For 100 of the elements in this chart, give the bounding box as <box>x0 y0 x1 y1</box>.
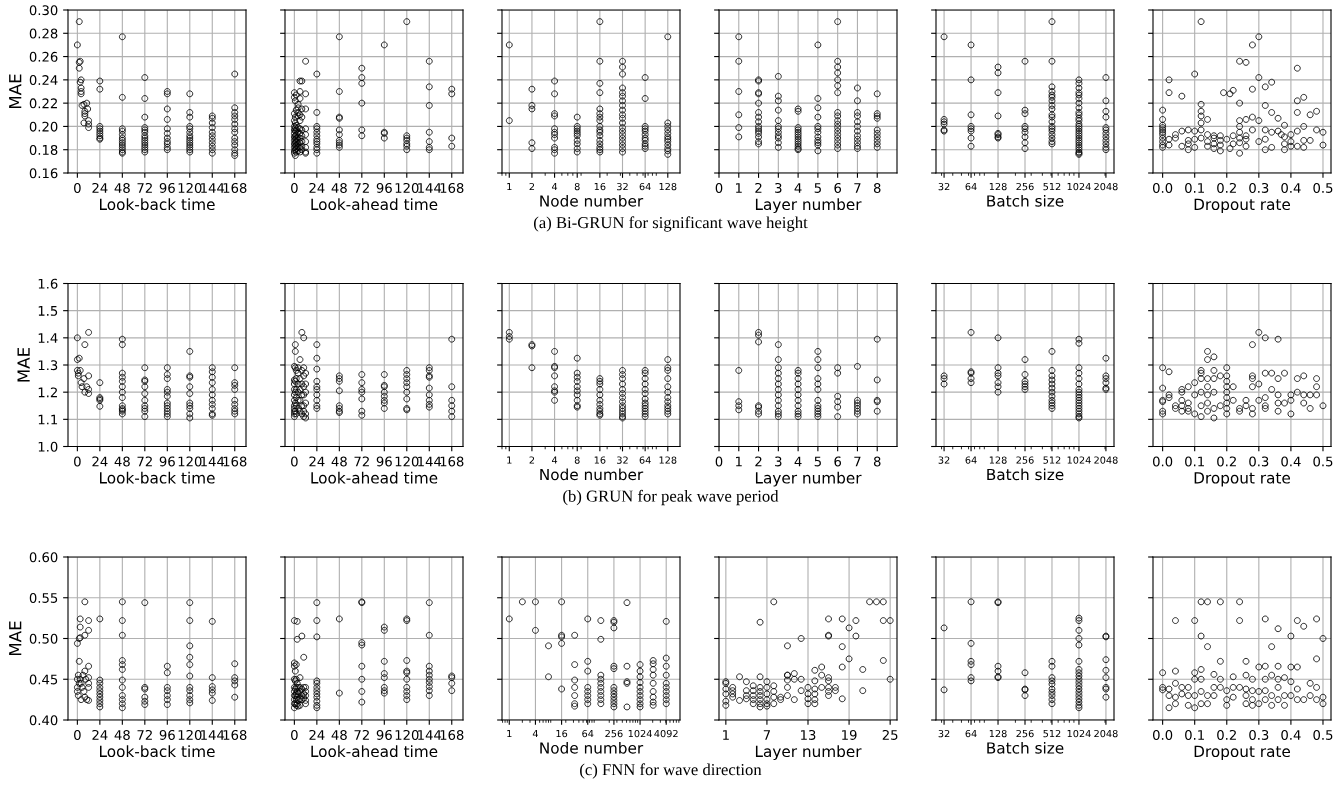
x-tick-label: 120 <box>395 182 419 193</box>
x-axis-title: Look-ahead time <box>311 471 438 484</box>
x-tick-label: 0.4 <box>1281 182 1301 193</box>
x-tick-label: 3 <box>775 182 782 193</box>
y-tick-label: 1.4 <box>38 333 58 343</box>
x-tick-label: 128 <box>989 729 1007 738</box>
x-tick-label: 96 <box>376 456 392 467</box>
x-axis-title: Look-back time <box>100 471 215 484</box>
x-tick-label: 120 <box>395 456 419 467</box>
x-tick-label: 25 <box>882 729 898 740</box>
x-tick-label: 0 <box>715 182 723 193</box>
x-tick-label: 19 <box>842 729 857 740</box>
x-tick-label: 96 <box>159 729 175 740</box>
x-tick-label: 2 <box>529 182 535 191</box>
x-tick-label: 8 <box>873 182 881 193</box>
x-tick-label: 1 <box>736 183 742 193</box>
x-tick-label: 144 <box>418 456 442 467</box>
x-tick-label: 168 <box>223 456 247 467</box>
x-tick-label: 1024 <box>1067 729 1091 738</box>
x-tick-label: 48 <box>114 729 130 740</box>
y-tick-label: 0.55 <box>29 592 58 603</box>
x-tick-label: 0 <box>74 729 81 740</box>
x-tick-label: 128 <box>659 456 677 464</box>
x-tick-label: 2048 <box>1094 182 1118 191</box>
x-tick-label: 48 <box>331 456 347 467</box>
x-tick-label: 256 <box>1016 456 1034 464</box>
x-tick-label: 144 <box>418 183 442 193</box>
x-tick-label: 120 <box>395 729 419 740</box>
x-tick-label: 4 <box>794 183 802 193</box>
x-axis-title: Layer number <box>755 745 862 761</box>
y-tick-label: 0.24 <box>29 75 58 86</box>
x-tick-label: 0.1 <box>1185 182 1204 193</box>
x-tick-label: 7 <box>854 456 861 467</box>
x-tick-label: 2048 <box>1094 456 1118 464</box>
x-tick-label: 144 <box>201 183 225 193</box>
x-tick-label: 0.2 <box>1217 456 1236 467</box>
x-tick-label: 8 <box>574 456 580 464</box>
x-axis-title: Dropout rate <box>1194 472 1291 487</box>
y-axis-title: MAE <box>17 347 30 382</box>
x-tick-label: 0 <box>291 729 298 740</box>
x-tick-label: 4 <box>794 456 802 467</box>
x-tick-label: 32 <box>938 182 950 191</box>
x-tick-label: 2 <box>529 456 535 464</box>
x-tick-label: 0.5 <box>1313 182 1333 193</box>
y-axis-title: MAE <box>9 74 22 109</box>
y-tick-label: 1.3 <box>38 360 58 371</box>
x-tick-label: 24 <box>92 729 108 740</box>
y-tick-label: 1.1 <box>38 414 58 425</box>
x-tick-label: 5 <box>814 183 821 193</box>
x-tick-label: 24 <box>309 729 325 740</box>
x-tick-label: 0.0 <box>1153 182 1173 193</box>
y-tick-label: 0.50 <box>29 633 58 644</box>
x-tick-label: 128 <box>659 182 677 191</box>
x-tick-label: 1 <box>723 730 729 740</box>
x-tick-label: 1024 <box>1067 182 1091 191</box>
x-tick-label: 16 <box>594 456 606 464</box>
x-tick-label: 4 <box>551 456 558 464</box>
x-axis-title: Node number <box>540 741 644 754</box>
x-tick-label: 1024 <box>1067 456 1091 464</box>
x-tick-label: 256 <box>1016 729 1034 738</box>
x-tick-label: 1 <box>507 183 512 191</box>
x-tick-label: 64 <box>965 456 977 464</box>
x-tick-label: 0 <box>715 456 723 467</box>
x-tick-label: 5 <box>814 456 821 467</box>
y-tick-label: 1.5 <box>38 306 58 316</box>
x-tick-label: 144 <box>201 730 225 740</box>
x-tick-label: 64 <box>582 729 594 738</box>
x-tick-label: 32 <box>938 456 950 464</box>
x-tick-label: 0 <box>291 182 298 193</box>
x-tick-label: 8 <box>873 456 881 467</box>
text: (c) FNN for wave direction <box>580 763 762 779</box>
x-tick-label: 32 <box>617 456 628 464</box>
x-tick-label: 96 <box>159 456 175 467</box>
x-tick-label: 0.4 <box>1281 456 1301 467</box>
x-tick-label: 168 <box>440 456 464 467</box>
x-tick-label: 120 <box>178 729 202 740</box>
x-tick-label: 0.0 <box>1153 729 1173 740</box>
x-tick-label: 96 <box>376 729 392 740</box>
x-tick-label: 0.3 <box>1249 182 1269 193</box>
x-tick-label: 64 <box>965 729 977 738</box>
x-tick-label: 128 <box>989 182 1007 191</box>
x-tick-label: 48 <box>331 729 347 740</box>
x-axis-title: Look-back time <box>100 745 215 758</box>
y-tick-label: 0.22 <box>29 98 57 109</box>
x-tick-label: 48 <box>114 456 130 467</box>
y-tick-label: 1.0 <box>38 441 58 452</box>
x-tick-label: 0.4 <box>1281 729 1301 740</box>
x-axis-title: Batch size <box>987 194 1064 207</box>
x-tick-label: 96 <box>376 182 392 193</box>
x-tick-label: 120 <box>178 456 202 467</box>
y-tick-label: 0.30 <box>29 5 58 16</box>
x-tick-label: 0.1 <box>1185 729 1204 740</box>
x-tick-label: 128 <box>989 456 1007 464</box>
x-axis-title: Batch size <box>987 468 1064 481</box>
y-tick-label: 0.20 <box>29 121 58 132</box>
x-tick-label: 256 <box>605 729 623 738</box>
y-tick-label: 1.2 <box>38 387 57 398</box>
x-tick-label: 256 <box>1016 182 1034 191</box>
x-tick-label: 0.3 <box>1249 729 1269 740</box>
x-tick-label: 72 <box>137 729 152 740</box>
